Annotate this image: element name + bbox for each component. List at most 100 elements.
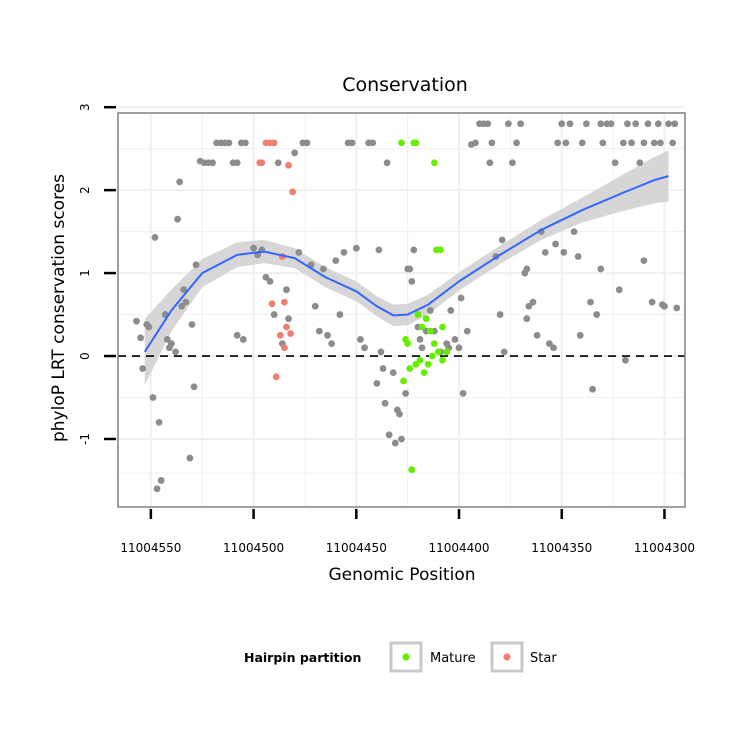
- point-other: [149, 394, 157, 401]
- point-other: [291, 149, 299, 157]
- point-other: [562, 139, 570, 147]
- point-mature: [422, 315, 430, 323]
- point-other: [447, 307, 455, 314]
- point-other: [597, 265, 605, 273]
- data-points: [133, 120, 681, 493]
- point-other: [632, 120, 640, 128]
- point-other: [241, 139, 249, 147]
- point-other: [402, 389, 410, 397]
- point-other: [455, 344, 463, 352]
- point-other: [340, 248, 348, 256]
- point-other: [172, 348, 179, 356]
- point-other: [640, 257, 648, 265]
- point-other: [611, 159, 619, 167]
- point-other: [408, 277, 416, 285]
- point-mature: [428, 352, 436, 360]
- point-mature: [426, 327, 434, 335]
- point-other: [383, 159, 391, 167]
- point-other: [484, 120, 492, 128]
- x-tick-label: 11004300: [634, 541, 695, 555]
- legend: Hairpin partition Mature Star: [244, 641, 557, 673]
- point-other: [315, 327, 323, 335]
- point-other: [593, 311, 601, 318]
- y-tick-label: 3: [78, 103, 92, 111]
- point-star: [287, 330, 294, 338]
- x-tick-label: 11004400: [428, 541, 489, 555]
- point-star: [270, 139, 278, 147]
- point-other: [285, 315, 292, 323]
- point-other: [509, 159, 516, 167]
- point-mature: [412, 139, 420, 147]
- point-other: [457, 294, 465, 302]
- point-other: [517, 120, 525, 128]
- point-other: [525, 302, 533, 310]
- point-other: [178, 302, 186, 310]
- point-other: [451, 336, 459, 343]
- point-other: [578, 139, 586, 147]
- point-other: [192, 261, 200, 269]
- point-other: [303, 139, 311, 147]
- point-other: [168, 340, 175, 347]
- point-mature: [398, 139, 405, 147]
- point-other: [348, 139, 356, 147]
- point-other: [332, 257, 340, 265]
- legend-swatch-star: [503, 653, 511, 661]
- point-other: [615, 286, 623, 294]
- point-other: [190, 383, 198, 391]
- point-mature: [418, 323, 426, 331]
- point-mature: [400, 377, 407, 385]
- point-other: [176, 178, 184, 186]
- point-other: [137, 334, 144, 342]
- point-other: [381, 399, 389, 407]
- point-other: [560, 248, 568, 256]
- point-other: [270, 311, 278, 318]
- point-other: [352, 244, 360, 252]
- point-other: [554, 139, 562, 147]
- point-other: [498, 236, 506, 244]
- point-other: [155, 418, 163, 426]
- point-mature: [404, 340, 412, 347]
- point-mature: [439, 323, 446, 331]
- point-other: [283, 286, 290, 294]
- point-other: [533, 331, 541, 339]
- point-other: [418, 344, 426, 352]
- point-other: [654, 120, 662, 128]
- point-other: [174, 215, 181, 223]
- point-other: [459, 389, 467, 397]
- point-other: [145, 323, 153, 331]
- point-other: [373, 380, 381, 387]
- point-other: [233, 331, 241, 339]
- x-axis-ticks: 11004550 11004500 11004450 11004400 11004350…: [120, 509, 695, 555]
- point-other: [209, 159, 216, 167]
- point-other: [622, 356, 629, 364]
- point-other: [636, 159, 644, 167]
- point-other: [389, 369, 397, 377]
- legend-title: Hairpin partition: [244, 650, 361, 665]
- plot-panel-border: [117, 112, 686, 508]
- point-mature: [416, 356, 424, 364]
- point-mature: [439, 356, 446, 364]
- point-mature: [420, 369, 428, 377]
- point-other: [566, 120, 574, 128]
- point-other: [239, 336, 247, 343]
- smooth-line-path: [143, 175, 669, 353]
- point-mature: [414, 311, 422, 318]
- point-star: [272, 373, 280, 381]
- point-other: [157, 477, 165, 484]
- point-star: [281, 344, 288, 352]
- point-other: [153, 485, 161, 493]
- point-star: [289, 188, 297, 196]
- point-other: [324, 331, 331, 339]
- point-other: [529, 298, 537, 306]
- point-other: [644, 120, 652, 128]
- point-other: [570, 228, 578, 236]
- y-tick-label: 0: [78, 352, 92, 360]
- point-other: [607, 120, 615, 128]
- legend-item-mature: Mature: [389, 641, 476, 673]
- legend-label-mature: Mature: [430, 651, 476, 666]
- point-star: [285, 161, 292, 169]
- y-axis-ticks: -1 0 1 2 3: [78, 103, 116, 445]
- point-other: [369, 139, 377, 147]
- x-axis-label: Genomic Position: [328, 565, 475, 585]
- point-other: [426, 307, 434, 314]
